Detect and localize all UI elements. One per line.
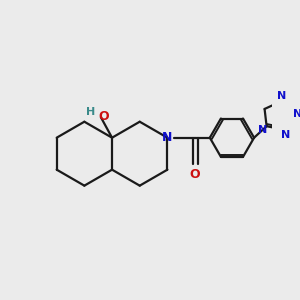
Text: O: O [98, 110, 109, 123]
Text: O: O [190, 168, 200, 182]
Text: N: N [277, 91, 286, 101]
Text: N: N [281, 130, 290, 140]
Text: N: N [162, 131, 172, 144]
Text: N: N [293, 109, 300, 119]
Text: H: H [86, 107, 96, 117]
Text: N: N [258, 125, 267, 135]
